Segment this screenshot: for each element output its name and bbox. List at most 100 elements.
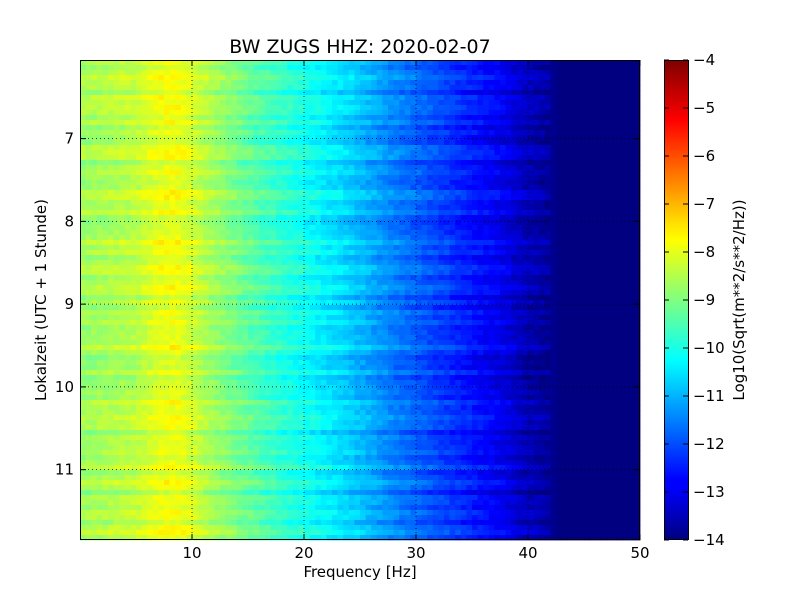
heatmap-cell — [169, 210, 176, 216]
heatmap-cell — [320, 265, 327, 271]
heatmap-cell — [589, 145, 596, 151]
heatmap-cell — [343, 300, 350, 306]
heatmap-cell — [80, 115, 86, 121]
heatmap-cell — [634, 85, 641, 91]
heatmap-cell — [360, 75, 366, 81]
heatmap-cell — [612, 285, 618, 291]
heatmap-cell — [472, 130, 478, 136]
heatmap-cell — [337, 95, 344, 101]
heatmap-cell — [164, 100, 170, 106]
heatmap-cell — [606, 250, 613, 256]
heatmap-cell — [236, 60, 243, 66]
heatmap-cell — [488, 70, 495, 76]
heatmap-cell — [634, 75, 641, 81]
heatmap-cell — [572, 250, 579, 256]
heatmap-cell — [539, 125, 546, 131]
heatmap-cell — [522, 105, 529, 111]
heatmap-cell — [225, 245, 232, 251]
heatmap-cell — [578, 180, 585, 186]
heatmap-cell — [600, 205, 607, 211]
heatmap-cell — [421, 225, 428, 231]
heatmap-cell — [382, 225, 389, 231]
heatmap-cell — [561, 165, 568, 171]
heatmap-cell — [595, 205, 602, 211]
heatmap-cell — [108, 75, 114, 81]
heatmap-cell — [152, 245, 159, 251]
heatmap-cell — [180, 235, 187, 241]
heatmap-cell — [455, 140, 462, 146]
heatmap-cell — [236, 285, 243, 291]
heatmap-cell — [371, 255, 378, 261]
heatmap-cell — [348, 190, 355, 196]
heatmap-cell — [460, 265, 467, 271]
heatmap-cell — [561, 175, 568, 181]
heatmap-cell — [203, 60, 210, 66]
heatmap-cell — [449, 130, 456, 136]
heatmap-cell — [158, 130, 165, 136]
heatmap-cell — [399, 280, 406, 286]
heatmap-cell — [259, 250, 266, 256]
heatmap-cell — [259, 290, 266, 296]
heatmap-cell — [365, 230, 372, 236]
heatmap-cell — [561, 115, 568, 121]
heatmap-cell — [113, 285, 120, 291]
heatmap-cell — [337, 245, 344, 251]
heatmap-cell — [214, 130, 221, 136]
heatmap-cell — [612, 115, 618, 121]
heatmap-cell — [404, 145, 411, 151]
heatmap-cell — [102, 90, 109, 96]
heatmap-cell — [393, 250, 400, 256]
heatmap-cell — [360, 95, 366, 101]
heatmap-cell — [399, 215, 406, 221]
heatmap-cell — [561, 240, 568, 246]
heatmap-cell — [438, 205, 445, 211]
heatmap-cell — [410, 300, 417, 306]
heatmap-cell — [449, 95, 456, 101]
heatmap-cell — [231, 295, 238, 301]
heatmap-cell — [113, 60, 120, 66]
heatmap-cell — [584, 85, 590, 91]
heatmap-cell — [80, 130, 86, 136]
heatmap-cell — [617, 125, 624, 131]
heatmap-cell — [91, 115, 98, 121]
heatmap-cell — [511, 235, 518, 241]
heatmap-cell — [354, 115, 361, 121]
heatmap-cell — [231, 155, 238, 161]
heatmap-cell — [444, 300, 450, 306]
heatmap-cell — [236, 170, 243, 176]
heatmap-cell — [276, 265, 282, 271]
heatmap-cell — [102, 225, 109, 231]
heatmap-cell — [309, 240, 316, 246]
heatmap-cell — [528, 80, 534, 86]
heatmap-cell — [326, 165, 333, 171]
heatmap-cell — [158, 270, 165, 276]
heatmap-cell — [528, 90, 534, 96]
heatmap-cell — [298, 175, 305, 181]
heatmap-cell — [298, 75, 305, 81]
heatmap-cell — [175, 160, 182, 166]
heatmap-cell — [264, 155, 271, 161]
heatmap-cell — [242, 280, 249, 286]
heatmap-cell — [584, 260, 590, 266]
heatmap-cell — [242, 100, 249, 106]
heatmap-cell — [399, 125, 406, 131]
heatmap-cell — [124, 255, 131, 261]
heatmap-cell — [337, 200, 344, 206]
heatmap-cell — [208, 160, 215, 166]
heatmap-cell — [220, 125, 226, 131]
heatmap-cell — [472, 125, 478, 131]
heatmap-cell — [197, 160, 204, 166]
heatmap-cell — [141, 95, 148, 101]
heatmap-cell — [516, 250, 523, 256]
heatmap-cell — [550, 85, 557, 91]
heatmap-cell — [567, 165, 574, 171]
heatmap-cell — [220, 235, 226, 241]
heatmap-cell — [472, 180, 478, 186]
heatmap-cell — [516, 230, 523, 236]
heatmap-cell — [315, 80, 322, 86]
heatmap-cell — [544, 230, 551, 236]
heatmap-cell — [225, 140, 232, 146]
heatmap-cell — [152, 120, 159, 126]
heatmap-cell — [147, 230, 154, 236]
heatmap-cell — [572, 305, 579, 311]
